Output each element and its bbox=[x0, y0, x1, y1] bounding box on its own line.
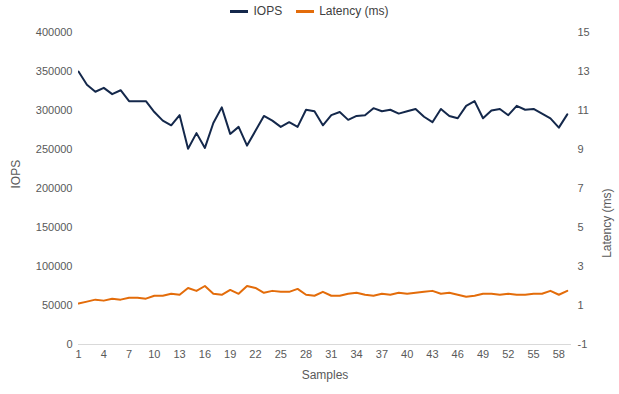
svg-text:-1: -1 bbox=[578, 338, 588, 350]
svg-text:13: 13 bbox=[578, 65, 590, 77]
svg-text:13: 13 bbox=[174, 348, 186, 360]
svg-text:46: 46 bbox=[452, 348, 464, 360]
svg-text:16: 16 bbox=[199, 348, 211, 360]
svg-text:1: 1 bbox=[75, 348, 81, 360]
svg-text:34: 34 bbox=[350, 348, 362, 360]
svg-text:28: 28 bbox=[300, 348, 312, 360]
svg-text:200000: 200000 bbox=[36, 182, 73, 194]
svg-text:22: 22 bbox=[249, 348, 261, 360]
svg-text:25: 25 bbox=[275, 348, 287, 360]
html-text:Latency (ms): Latency (ms) bbox=[319, 4, 389, 18]
svg-text:58: 58 bbox=[553, 348, 565, 360]
svg-text:9: 9 bbox=[578, 143, 584, 155]
svg-text:1: 1 bbox=[578, 299, 584, 311]
html-text:IOPS: IOPS bbox=[253, 4, 283, 18]
svg-text:43: 43 bbox=[426, 348, 438, 360]
svg-text:100000: 100000 bbox=[36, 260, 73, 272]
svg-text:300000: 300000 bbox=[36, 104, 73, 116]
svg-text:40: 40 bbox=[401, 348, 413, 360]
svg-text:55: 55 bbox=[527, 348, 539, 360]
svg-text:250000: 250000 bbox=[36, 143, 73, 155]
svg-text:49: 49 bbox=[477, 348, 489, 360]
svg-text:0: 0 bbox=[66, 338, 72, 350]
svg-text:Samples: Samples bbox=[302, 368, 349, 382]
svg-text:150000: 150000 bbox=[36, 221, 73, 233]
svg-text:7: 7 bbox=[126, 348, 132, 360]
svg-text:50000: 50000 bbox=[42, 299, 73, 311]
svg-text:350000: 350000 bbox=[36, 65, 73, 77]
svg-text:10: 10 bbox=[148, 348, 160, 360]
svg-text:31: 31 bbox=[325, 348, 337, 360]
svg-text:15: 15 bbox=[578, 26, 590, 38]
svg-text:37: 37 bbox=[376, 348, 388, 360]
svg-text:IOPS: IOPS bbox=[9, 160, 23, 189]
svg-text:4: 4 bbox=[101, 348, 107, 360]
svg-text:7: 7 bbox=[578, 182, 584, 194]
svg-text:11: 11 bbox=[578, 104, 589, 116]
svg-text:52: 52 bbox=[502, 348, 514, 360]
svg-text:5: 5 bbox=[578, 221, 584, 233]
svg-text:400000: 400000 bbox=[36, 26, 73, 38]
svg-text:19: 19 bbox=[224, 348, 236, 360]
svg-text:3: 3 bbox=[578, 260, 584, 272]
svg-text:Latency (ms): Latency (ms) bbox=[600, 189, 614, 258]
